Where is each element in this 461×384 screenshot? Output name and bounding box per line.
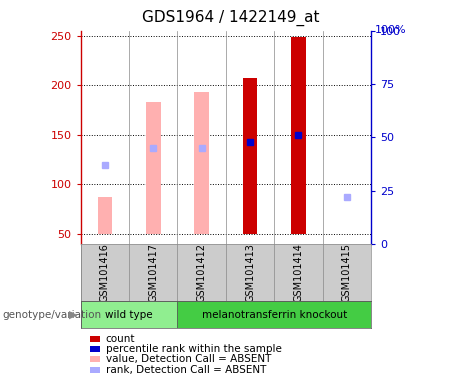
Text: genotype/variation: genotype/variation [2, 310, 101, 320]
Text: GSM101417: GSM101417 [148, 243, 158, 302]
Text: GSM101414: GSM101414 [294, 243, 303, 302]
Text: GSM101412: GSM101412 [197, 243, 207, 302]
Text: ▶: ▶ [69, 310, 77, 320]
Bar [195, 92, 209, 234]
Bar [146, 102, 160, 234]
Text: GSM101415: GSM101415 [342, 243, 352, 302]
Bar [291, 36, 306, 234]
Text: 100%: 100% [375, 25, 407, 35]
Text: value, Detection Call = ABSENT: value, Detection Call = ABSENT [106, 354, 271, 364]
Text: GSM101416: GSM101416 [100, 243, 110, 302]
Text: GDS1964 / 1422149_at: GDS1964 / 1422149_at [142, 10, 319, 26]
Bar [243, 78, 257, 234]
Bar [177, 301, 371, 328]
Text: percentile rank within the sample: percentile rank within the sample [106, 344, 282, 354]
Text: rank, Detection Call = ABSENT: rank, Detection Call = ABSENT [106, 365, 266, 375]
Text: GSM101413: GSM101413 [245, 243, 255, 302]
Text: count: count [106, 334, 135, 344]
Bar [98, 197, 112, 234]
Bar [81, 301, 177, 328]
Text: wild type: wild type [105, 310, 153, 320]
Text: melanotransferrin knockout: melanotransferrin knockout [201, 310, 347, 320]
